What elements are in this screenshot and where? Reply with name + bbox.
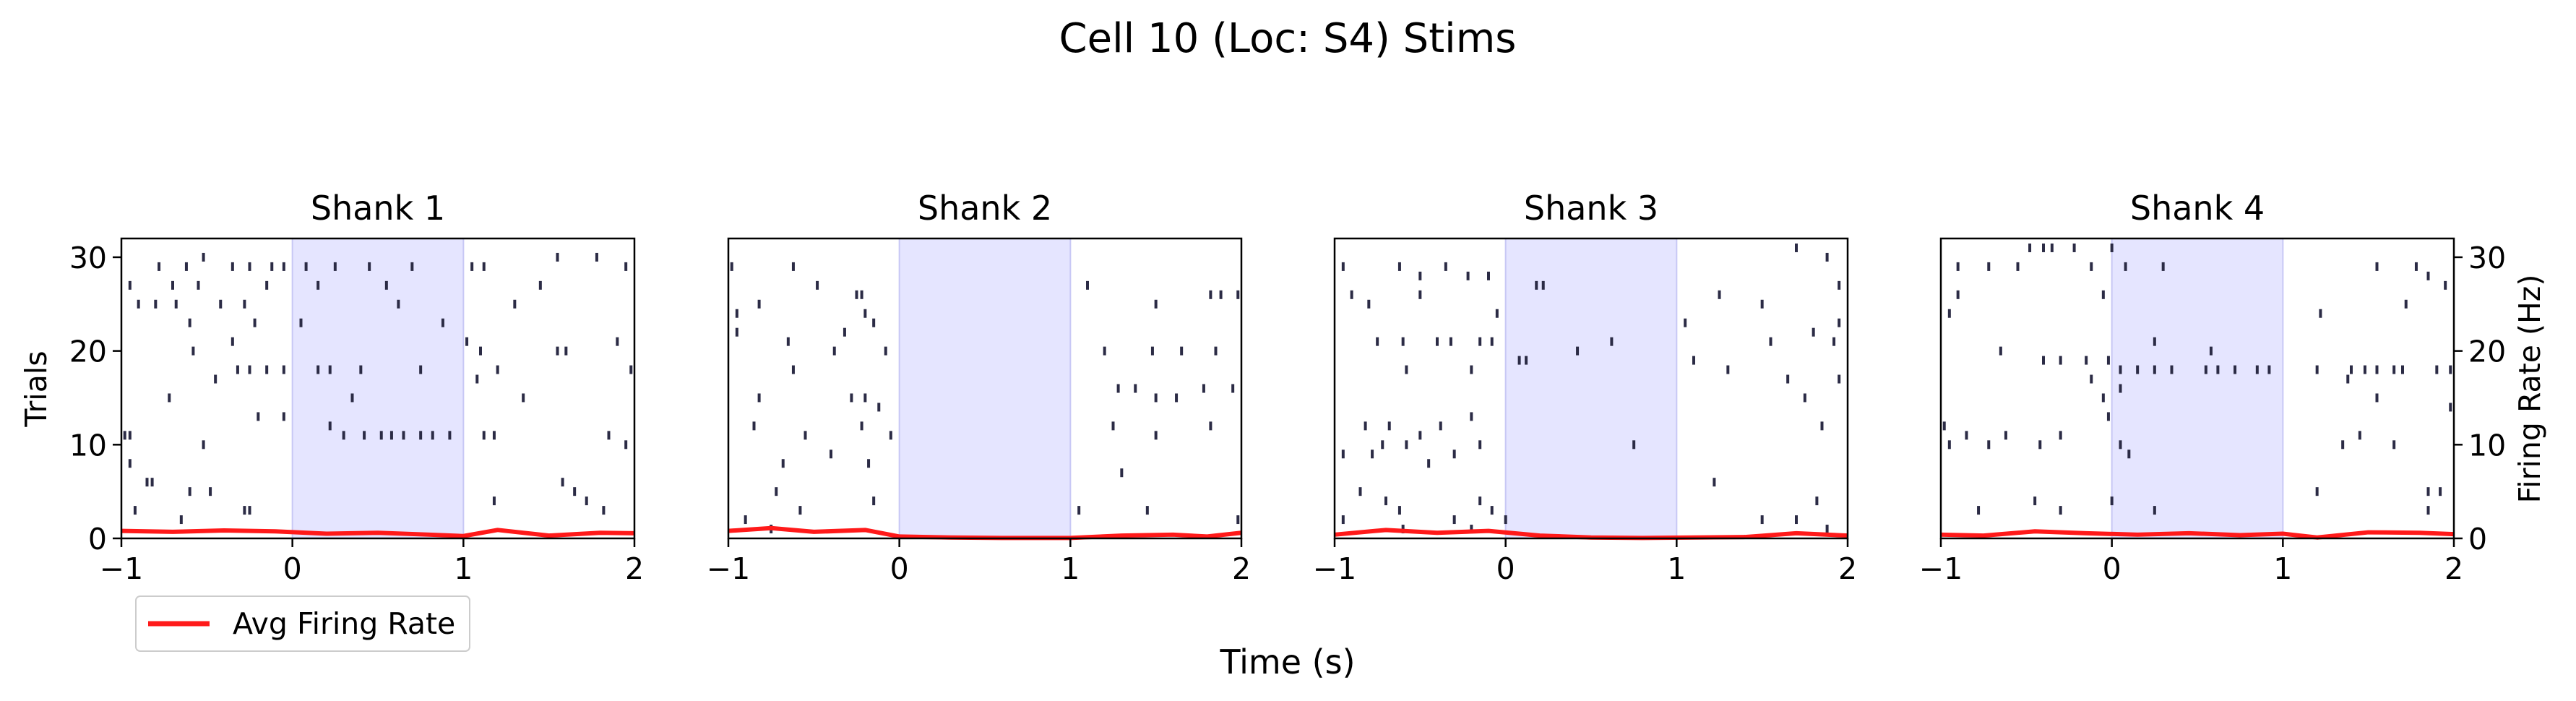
rate-line — [1334, 528, 1848, 541]
panel-3: −1 0 1 2 Shank 3 — [1313, 189, 1857, 586]
axes-frame — [120, 237, 636, 540]
y-tick-right-label: 10 — [2468, 428, 2506, 463]
x-tick-label: 1 — [1667, 551, 1686, 586]
x-tick-label: 0 — [2103, 551, 2121, 586]
x-tick-label: 1 — [1061, 551, 1080, 586]
x-tick-label: 0 — [1496, 551, 1515, 586]
x-tick-label: 2 — [625, 551, 644, 586]
x-tick-label: −1 — [100, 551, 143, 586]
x-tick-label: 2 — [1838, 551, 1857, 586]
y-tick-right-label: 30 — [2468, 241, 2506, 275]
y-axis-label-right: Firing Rate (Hz) — [2512, 275, 2547, 504]
panel-title: Shank 3 — [1524, 189, 1658, 228]
stim-window — [291, 238, 465, 539]
panel-2: −1 0 1 2 Shank 2 — [707, 189, 1251, 586]
x-tick-label: −1 — [1313, 551, 1356, 586]
stim-window — [1504, 238, 1678, 539]
panel-title: Shank 2 — [918, 189, 1052, 228]
y-tick-label: 0 — [88, 522, 107, 556]
legend-label: Avg Firing Rate — [233, 606, 455, 641]
y-tick-label: 20 — [69, 335, 107, 369]
y-tick-right-label: 0 — [2468, 522, 2487, 556]
stim-window — [2111, 238, 2284, 539]
y-axis-label-left: Trials — [19, 350, 53, 427]
x-tick-label: 0 — [283, 551, 302, 586]
x-tick-label: −1 — [707, 551, 750, 586]
x-tick-label: 2 — [1232, 551, 1251, 586]
axes-frame — [1333, 237, 1849, 540]
x-tick-label: −1 — [1919, 551, 1963, 586]
y-tick-label: 30 — [69, 241, 107, 275]
stim-window — [898, 238, 1072, 539]
legend-frame — [135, 595, 470, 652]
x-tick-label: 1 — [454, 551, 473, 586]
x-axis-label: Time (s) — [1219, 642, 1355, 681]
figure-title: Cell 10 (Loc: S4) Stims — [1059, 15, 1517, 62]
panel-title: Shank 4 — [2130, 189, 2265, 228]
x-tick-label: 1 — [2273, 551, 2292, 586]
x-tick-label: 2 — [2444, 551, 2463, 586]
axes-frame — [727, 237, 1243, 540]
legend: Avg Firing Rate — [135, 595, 470, 652]
x-tick-label: 0 — [890, 551, 909, 586]
rate-line — [1940, 529, 2455, 540]
y-tick-right-label: 20 — [2468, 335, 2506, 369]
panel-title: Shank 1 — [311, 189, 445, 228]
y-tick-label: 10 — [69, 428, 107, 463]
axes-frame — [1939, 237, 2455, 540]
rate-line — [121, 528, 635, 538]
